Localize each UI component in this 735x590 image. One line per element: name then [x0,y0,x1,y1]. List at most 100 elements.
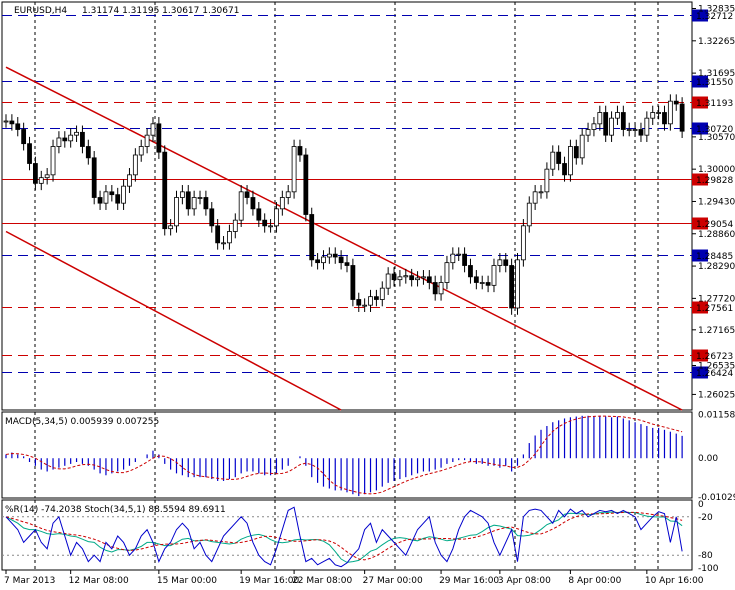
candle-body [215,225,221,244]
candle-body [303,154,309,215]
candle-body [262,219,268,227]
candle-body [544,168,550,193]
candle-body [509,265,515,309]
price-tick-label: 1.28860 [698,230,735,240]
level-tag [692,122,708,135]
candle-body [603,112,609,136]
candle-body [74,131,79,136]
stoch-tick-label: -80 [698,551,713,561]
candle-body [221,242,226,245]
candle-body [456,253,462,256]
candle-body [274,208,279,227]
candle-body [91,157,97,198]
stoch-tick-label: 0 [698,500,704,510]
candle-body [156,123,162,153]
candle-body [415,277,420,281]
candle-body [227,231,232,244]
candle-body [62,137,68,142]
candle-body [56,137,62,147]
trend-line [5,230,342,411]
candle-body [626,129,632,131]
level-label: 1.31193 [696,99,733,109]
candle-body [450,253,456,264]
candle-body [426,276,432,283]
candle-body [556,151,562,164]
candle-body [673,100,679,105]
main-frame [1,1,693,411]
macd-tick-label: -0.010290 [698,493,735,503]
candle-body [597,112,603,125]
candle-body [244,191,250,198]
candle-body [579,134,585,159]
candle-body [179,191,185,198]
level-label: 1.32712 [696,12,733,22]
candle-body [497,259,503,266]
horizontal-levels: 1.32712 1.31550 1.31193 1.30720 1.29828 1.290… [2,9,733,379]
time-label: 3 Apr 08:00 [498,576,551,586]
candle-body [127,174,132,187]
chart-title: EURUSD,H4 [14,6,67,16]
level-tag [692,349,708,362]
macd-label: MACD(5,34,5) 0.005939 0.007255 [5,417,159,427]
level-label: 1.30720 [696,125,733,135]
level-tag [692,301,708,314]
candle-body [532,191,538,204]
candle-body [268,225,273,228]
time-label: 19 Mar 16:00 [239,576,299,586]
candle-body [421,276,426,279]
candle-body [550,151,556,170]
candle-body [338,256,344,264]
candle-body [585,129,591,136]
candle-body [32,163,38,184]
candle-body [403,275,409,278]
candle-body [438,282,444,295]
candle-body [391,273,397,281]
candle-body [121,185,126,204]
candle-body [115,194,121,204]
stoch-label: %R(14) -74.2038 Stoch(34,5,1) 88.5594 89… [5,505,226,515]
trend-lines [5,66,683,411]
candle-body [185,191,191,210]
level-label: 1.26424 [696,369,733,379]
candle-body [356,299,362,306]
candle-body [80,131,85,147]
candle-body [650,112,656,119]
candle-body [279,197,285,210]
price-tick-label: 1.27165 [698,326,735,336]
price-tick-label: 1.30000 [698,165,735,175]
candle-body [162,151,168,230]
level-tag [692,9,708,22]
candle-body [250,197,256,210]
candle-body [132,154,138,176]
stoch-d-line [5,511,683,561]
candle-body [573,146,579,159]
candle-body [491,265,497,286]
candle-body [632,129,638,131]
candle-body [150,123,156,136]
candle-body [326,253,332,258]
candle-body [321,256,326,264]
price-tick-label: 1.31695 [698,69,735,79]
candle-body [350,265,356,300]
candle-body [9,120,15,125]
candle-body [197,197,203,199]
price-tick-label: 1.26025 [698,390,735,400]
candle-body [520,225,526,261]
candle-body [473,276,479,283]
candle-body [656,112,662,114]
candle-body [203,197,209,210]
time-axis: 7 Mar 2013 12 Mar 08:00 15 Mar 00:00 19 Mar… [4,570,704,586]
time-label: 15 Mar 00:00 [157,576,217,586]
level-label: 1.28485 [696,252,733,262]
macd-frame [1,411,693,499]
candle-body [297,146,303,156]
price-tick-label: 1.26535 [698,362,735,372]
stoch-tick-label: -100 [698,564,719,574]
candle-body [485,282,491,286]
candle-body [397,276,403,281]
candle-body [315,259,321,264]
level-tag [692,217,708,230]
price-axis: 1.32835 1.32265 1.31695 1.30570 1.30000 1.294… [692,5,735,400]
candle-body [174,197,179,227]
